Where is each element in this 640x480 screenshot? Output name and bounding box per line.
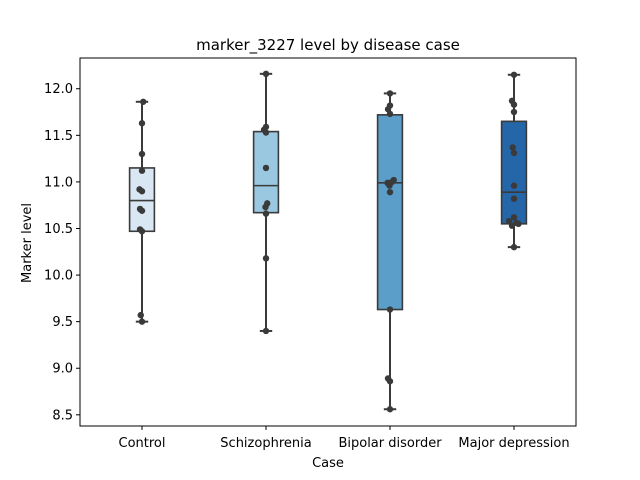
- data-point: [510, 149, 518, 157]
- data-point: [386, 306, 394, 313]
- x-axis-label: Case: [312, 456, 344, 471]
- data-point: [510, 101, 518, 108]
- x-tick-label: Major depression: [458, 436, 569, 451]
- chart-title: marker_3227 level by disease case: [196, 36, 460, 55]
- points-group-0: [136, 98, 147, 325]
- data-point: [262, 70, 270, 78]
- box: [128, 167, 156, 233]
- y-tick-label: 11.0: [44, 175, 73, 190]
- data-point: [138, 167, 146, 174]
- data-point: [262, 327, 270, 335]
- points-group-1: [260, 70, 271, 335]
- y-tick-label: 9.5: [52, 315, 73, 330]
- y-axis: 8.5 9.0 9.5 10.0 10.5 11.0 11.5 12.0: [44, 82, 80, 423]
- data-point: [510, 243, 518, 251]
- data-point: [386, 90, 394, 97]
- data-point: [510, 214, 518, 221]
- x-tick-label: Schizophrenia: [220, 436, 311, 451]
- data-point: [262, 203, 269, 211]
- box: [376, 114, 404, 311]
- y-tick-label: 10.5: [44, 222, 73, 237]
- box-group-2: [376, 92, 404, 411]
- data-point: [138, 120, 146, 127]
- data-point: [262, 210, 270, 217]
- data-point: [505, 217, 513, 225]
- data-point: [138, 318, 146, 325]
- axes-frame: [79, 57, 577, 427]
- data-point: [262, 129, 270, 136]
- data-point: [510, 71, 518, 78]
- box: [500, 120, 528, 225]
- data-point: [386, 378, 394, 385]
- data-point: [138, 228, 146, 235]
- points-group-2: [384, 90, 397, 413]
- data-point: [510, 182, 518, 189]
- x-tick-label: Bipolar disorder: [338, 436, 442, 451]
- y-tick-label: 9.0: [52, 362, 73, 377]
- data-point: [386, 188, 394, 196]
- data-point: [386, 182, 393, 189]
- y-tick-label: 8.5: [52, 408, 73, 423]
- data-point: [510, 195, 518, 202]
- data-point: [138, 188, 146, 195]
- box-group-3: [500, 73, 528, 249]
- y-tick-label: 10.0: [44, 269, 73, 284]
- x-axis: Control Schizophrenia Bipolar disorder Majo…: [119, 426, 570, 451]
- data-point: [137, 311, 144, 319]
- data-point: [140, 98, 147, 105]
- y-tick-label: 12.0: [44, 82, 73, 97]
- data-point: [138, 150, 146, 158]
- data-point: [510, 108, 518, 116]
- points-group-3: [505, 71, 522, 251]
- data-point: [386, 406, 394, 413]
- x-tick-label: Control: [119, 436, 166, 451]
- data-point: [138, 207, 146, 214]
- data-point: [386, 110, 394, 118]
- data-point: [508, 222, 516, 229]
- data-point: [262, 255, 270, 262]
- y-axis-label: Marker level: [20, 203, 35, 283]
- data-point: [262, 164, 270, 172]
- plot-area: [128, 70, 528, 413]
- y-tick-label: 11.5: [44, 129, 73, 144]
- data-point: [509, 144, 516, 151]
- data-point: [515, 220, 522, 228]
